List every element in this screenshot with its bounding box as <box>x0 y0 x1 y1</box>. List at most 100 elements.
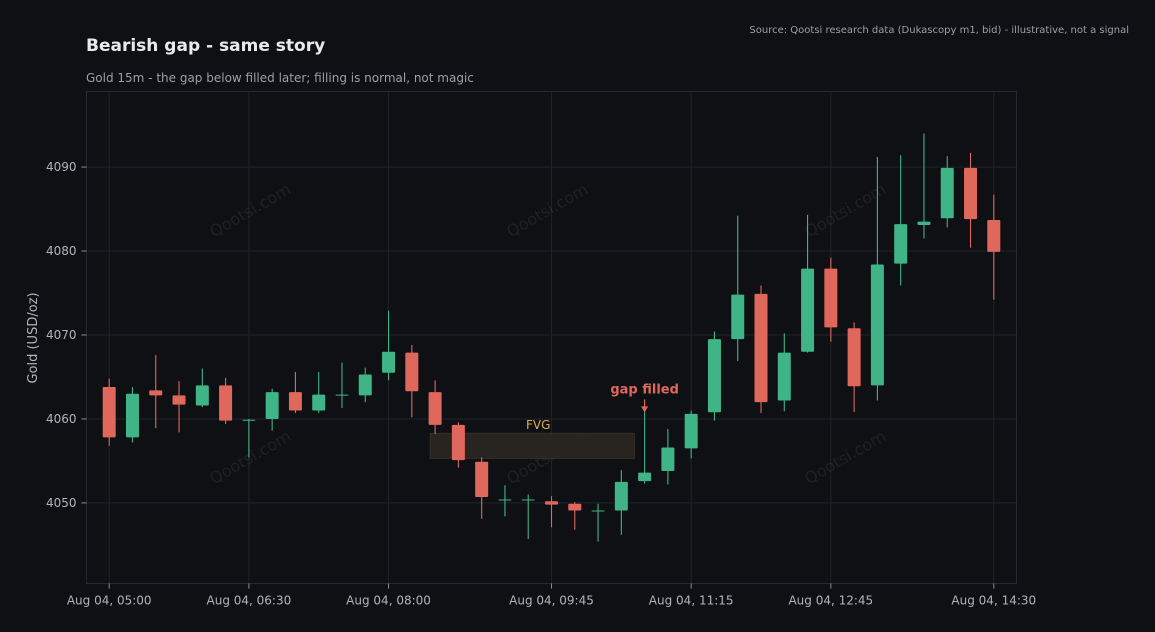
candle-body <box>568 503 582 511</box>
candle-bearish <box>405 345 419 418</box>
candle-bearish <box>987 194 1001 300</box>
candle-bullish <box>312 371 326 414</box>
candle-bearish <box>219 377 233 424</box>
y-axis-label: Gold (USD/oz) <box>26 292 41 383</box>
candle-bearish <box>475 457 489 519</box>
candle-bullish <box>242 418 256 458</box>
candle-bearish <box>288 371 302 414</box>
candle-body <box>661 447 675 471</box>
candle-bearish <box>102 378 116 446</box>
candle-body <box>801 268 815 352</box>
x-tick-label: Aug 04, 09:45 <box>509 594 594 608</box>
candle-body <box>731 294 745 340</box>
candle-bearish <box>824 257 838 342</box>
candle-bearish <box>428 380 442 435</box>
x-tick-label: Aug 04, 14:30 <box>951 594 1036 608</box>
candle-body <box>498 499 512 501</box>
chart-title: Bearish gap - same story <box>86 36 325 56</box>
candle-bullish <box>638 408 652 484</box>
candle-body <box>335 394 349 396</box>
candle-bullish <box>591 503 605 542</box>
candle-body <box>847 328 861 387</box>
source-note: Source: Qootsi research data (Dukascopy … <box>749 25 1129 36</box>
annotation-layer: gap filled <box>610 382 679 413</box>
candle-bearish <box>964 152 978 248</box>
candle-bullish <box>801 214 815 353</box>
candle-bullish <box>894 155 908 286</box>
candle-bullish <box>731 215 745 362</box>
candle-body <box>521 499 535 501</box>
candle-bullish <box>125 387 139 443</box>
candle-body <box>172 395 186 405</box>
candle-body <box>102 387 116 438</box>
candle-body <box>358 374 372 396</box>
candle-body <box>707 339 721 413</box>
candle-body <box>591 510 605 512</box>
x-tick-label: Aug 04, 08:00 <box>346 594 431 608</box>
y-tick-label: 4090 <box>46 160 77 174</box>
y-axis: 4050 4060 4070 4080 4090 <box>46 160 87 510</box>
candle-bullish <box>265 388 279 431</box>
x-tick-label: Aug 04, 12:45 <box>788 594 873 608</box>
candle-bullish <box>917 133 931 239</box>
candle-body <box>405 352 419 392</box>
candle-body <box>894 224 908 264</box>
candle-body <box>451 424 465 461</box>
candle-body <box>917 221 931 225</box>
candle-bullish <box>661 429 675 485</box>
candle-bearish <box>847 322 861 413</box>
candle-body <box>242 419 256 421</box>
candles-layer <box>102 133 1001 542</box>
candle-bearish <box>754 285 768 414</box>
candle-body <box>870 264 884 386</box>
fvg-label: FVG <box>526 418 550 432</box>
candle-bearish <box>172 381 186 433</box>
candle-body <box>987 219 1001 252</box>
candle-body <box>265 392 279 419</box>
candle-body <box>288 392 302 411</box>
candle-body <box>964 167 978 220</box>
candle-body <box>149 390 163 396</box>
candle-body <box>684 413 698 449</box>
y-tick-label: 4060 <box>46 412 77 426</box>
candle-body <box>312 394 326 411</box>
candle-bullish <box>195 368 209 408</box>
x-axis: Aug 04, 05:00 Aug 04, 06:30 Aug 04, 08:00 A… <box>67 583 1036 608</box>
candle-body <box>195 385 209 406</box>
y-tick-label: 4070 <box>46 328 77 342</box>
gap-filled-label: gap filled <box>610 382 679 397</box>
candle-bullish <box>684 410 698 459</box>
candle-bullish <box>358 367 372 403</box>
candle-bullish <box>940 156 954 228</box>
candle-bullish <box>777 333 791 412</box>
candle-bullish <box>498 485 512 517</box>
candle-bullish <box>335 362 349 409</box>
candle-body <box>940 167 954 219</box>
candle-bearish <box>545 496 558 528</box>
candle-body <box>777 352 791 401</box>
candle-body <box>614 481 628 511</box>
candle-bearish <box>451 422 465 468</box>
candle-body <box>638 472 652 482</box>
candle-bearish <box>568 502 582 530</box>
candle-bullish <box>382 310 396 381</box>
y-tick-label: 4050 <box>46 496 77 510</box>
x-tick-label: Aug 04, 05:00 <box>67 594 152 608</box>
candle-bearish <box>149 355 163 429</box>
candle-body <box>824 268 838 328</box>
x-tick-label: Aug 04, 11:15 <box>649 594 734 608</box>
candle-body <box>125 393 139 438</box>
candle-bullish <box>707 331 721 421</box>
y-tick-label: 4080 <box>46 244 77 258</box>
candle-body <box>219 385 233 421</box>
x-tick-label: Aug 04, 06:30 <box>207 594 292 608</box>
candle-body <box>475 461 489 498</box>
grid-lines <box>86 91 1017 584</box>
candle-body <box>545 501 558 505</box>
candle-body <box>428 392 442 425</box>
candle-bullish <box>521 494 535 540</box>
candle-bullish <box>870 156 884 401</box>
candle-body <box>754 293 768 403</box>
